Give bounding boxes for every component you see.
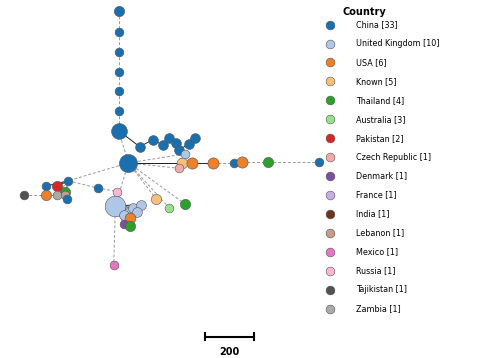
Point xyxy=(120,212,128,218)
Point xyxy=(209,160,217,166)
Text: Lebanon [1]: Lebanon [1] xyxy=(356,228,404,237)
Text: Czech Republic [1]: Czech Republic [1] xyxy=(356,153,431,162)
Point xyxy=(165,205,173,211)
Point xyxy=(110,262,118,268)
Point xyxy=(238,159,246,165)
Text: Denmark [1]: Denmark [1] xyxy=(356,171,407,181)
Point xyxy=(191,135,199,141)
Point xyxy=(114,8,122,14)
Point xyxy=(172,140,179,146)
Point xyxy=(175,165,183,171)
Point xyxy=(230,160,238,166)
Text: Zambia [1]: Zambia [1] xyxy=(356,304,401,313)
Text: India [1]: India [1] xyxy=(356,209,389,218)
Point xyxy=(94,185,102,191)
Point xyxy=(114,88,122,94)
Point xyxy=(64,178,72,184)
Point xyxy=(42,183,50,189)
Point xyxy=(113,189,121,194)
Point xyxy=(136,144,144,150)
Point xyxy=(138,202,145,208)
Text: Known [5]: Known [5] xyxy=(356,77,397,86)
Text: Country: Country xyxy=(343,7,386,17)
Point xyxy=(53,183,61,189)
Point xyxy=(42,192,50,198)
Point xyxy=(126,223,134,229)
Text: Tajikistan [1]: Tajikistan [1] xyxy=(356,285,406,294)
Text: France [1]: France [1] xyxy=(356,190,397,199)
Point xyxy=(61,189,69,194)
Point xyxy=(114,128,122,134)
Point xyxy=(264,159,272,165)
Point xyxy=(120,222,128,227)
Point xyxy=(124,210,132,216)
Point xyxy=(129,205,137,211)
Point xyxy=(181,201,189,207)
Text: Mexico [1]: Mexico [1] xyxy=(356,247,398,256)
Point xyxy=(181,151,189,157)
Point xyxy=(175,147,183,153)
Point xyxy=(314,159,322,165)
Point xyxy=(132,209,140,215)
Point xyxy=(124,160,132,166)
Point xyxy=(112,203,120,209)
Point xyxy=(158,142,166,148)
Text: China [33]: China [33] xyxy=(356,20,398,29)
Point xyxy=(152,196,160,202)
Text: Thailand [4]: Thailand [4] xyxy=(356,96,404,105)
Text: United Kingdom [10]: United Kingdom [10] xyxy=(356,39,439,48)
Text: USA [6]: USA [6] xyxy=(356,58,386,67)
Point xyxy=(178,160,186,166)
Text: Pakistan [2]: Pakistan [2] xyxy=(356,134,404,143)
Text: Russia [1]: Russia [1] xyxy=(356,266,395,275)
Point xyxy=(114,29,122,35)
Point xyxy=(114,49,122,55)
Point xyxy=(188,160,196,166)
Point xyxy=(114,108,122,114)
Point xyxy=(184,141,192,147)
Point xyxy=(114,69,122,74)
Text: 200: 200 xyxy=(219,347,240,357)
Text: Australia [3]: Australia [3] xyxy=(356,115,405,124)
Point xyxy=(61,192,69,198)
Point xyxy=(126,216,134,221)
Point xyxy=(20,192,28,198)
Point xyxy=(53,192,61,198)
Point xyxy=(62,196,70,202)
Point xyxy=(149,137,157,142)
Point xyxy=(165,135,173,141)
